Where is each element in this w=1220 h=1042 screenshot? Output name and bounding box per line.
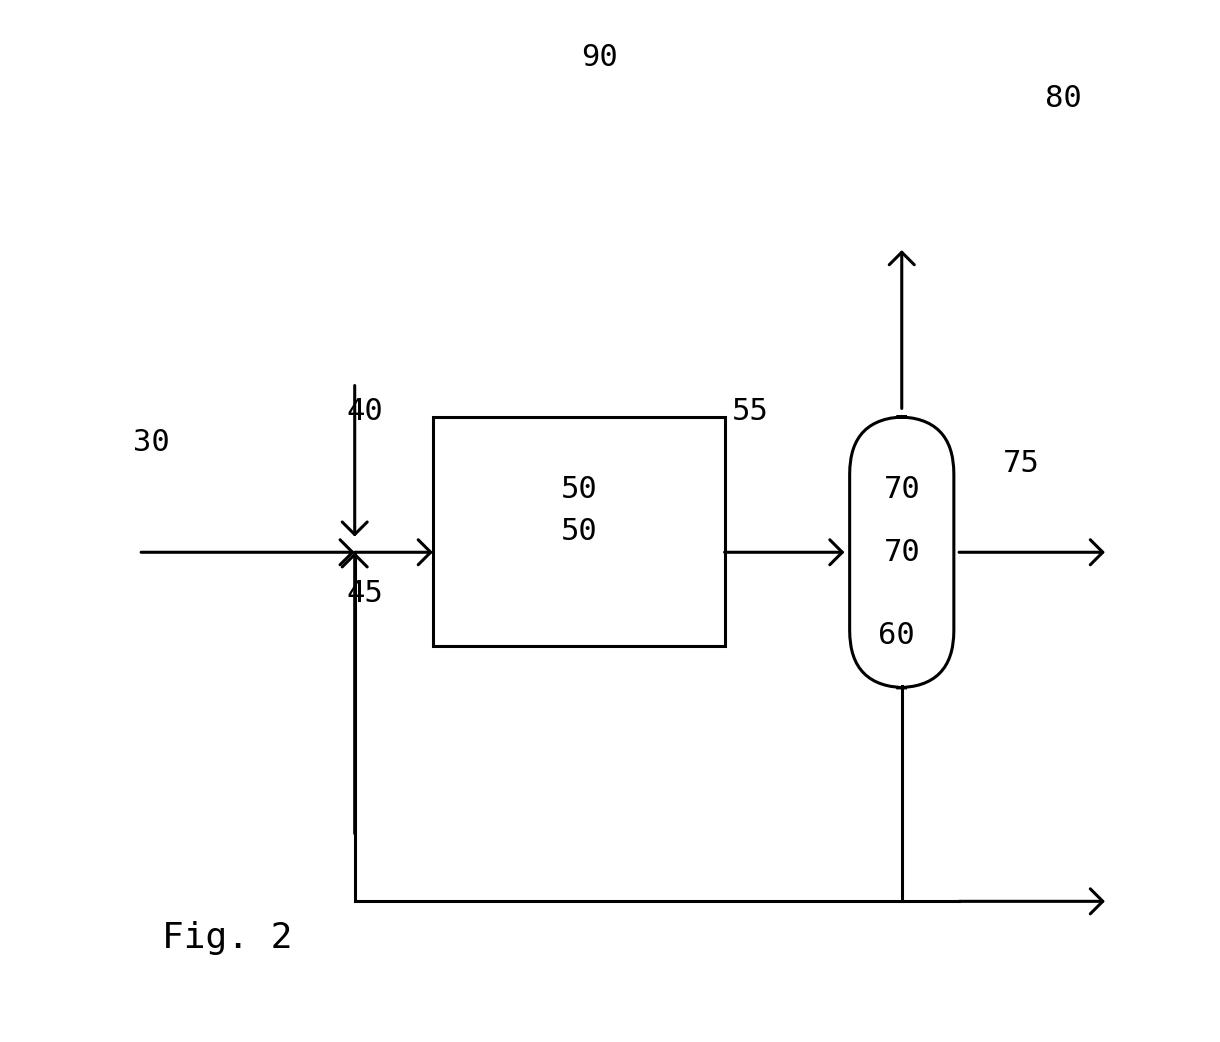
Text: 90: 90 [581, 43, 619, 72]
Text: 70: 70 [883, 538, 920, 567]
Text: Fig. 2: Fig. 2 [162, 921, 293, 954]
Text: 50: 50 [560, 475, 597, 504]
Text: 60: 60 [878, 621, 915, 650]
FancyBboxPatch shape [433, 417, 725, 646]
Text: 40: 40 [346, 397, 383, 426]
Text: 75: 75 [1003, 449, 1039, 478]
Text: 55: 55 [732, 397, 769, 426]
Text: 70: 70 [883, 475, 920, 504]
Text: 45: 45 [346, 579, 383, 609]
Text: 30: 30 [133, 428, 170, 457]
FancyBboxPatch shape [849, 417, 954, 688]
Text: 80: 80 [1044, 84, 1082, 114]
Text: 50: 50 [560, 517, 597, 546]
